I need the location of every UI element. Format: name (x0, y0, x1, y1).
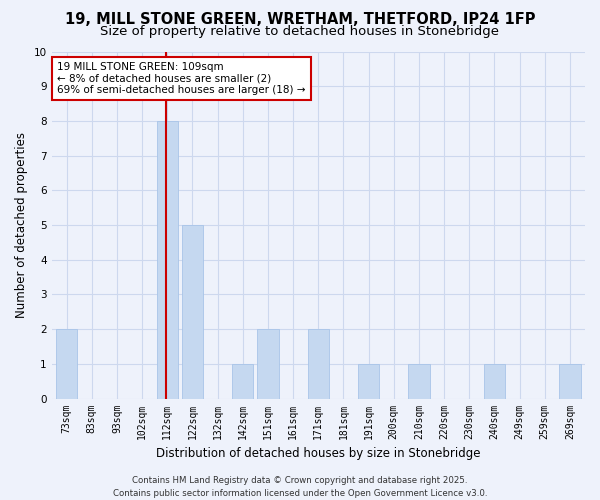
Y-axis label: Number of detached properties: Number of detached properties (15, 132, 28, 318)
Bar (358, 364, 379, 398)
Bar (484, 364, 505, 398)
Text: Contains HM Land Registry data © Crown copyright and database right 2025.
Contai: Contains HM Land Registry data © Crown c… (113, 476, 487, 498)
Text: 19 MILL STONE GREEN: 109sqm
← 8% of detached houses are smaller (2)
69% of semi-: 19 MILL STONE GREEN: 109sqm ← 8% of deta… (57, 62, 305, 95)
Bar (232, 364, 253, 398)
Text: 19, MILL STONE GREEN, WRETHAM, THETFORD, IP24 1FP: 19, MILL STONE GREEN, WRETHAM, THETFORD,… (65, 12, 535, 28)
Bar (559, 364, 581, 398)
Bar (56, 329, 77, 398)
Bar (308, 329, 329, 398)
Bar (257, 329, 278, 398)
Text: Size of property relative to detached houses in Stonebridge: Size of property relative to detached ho… (101, 25, 499, 38)
Bar (157, 121, 178, 398)
Bar (182, 225, 203, 398)
X-axis label: Distribution of detached houses by size in Stonebridge: Distribution of detached houses by size … (156, 447, 481, 460)
Bar (408, 364, 430, 398)
